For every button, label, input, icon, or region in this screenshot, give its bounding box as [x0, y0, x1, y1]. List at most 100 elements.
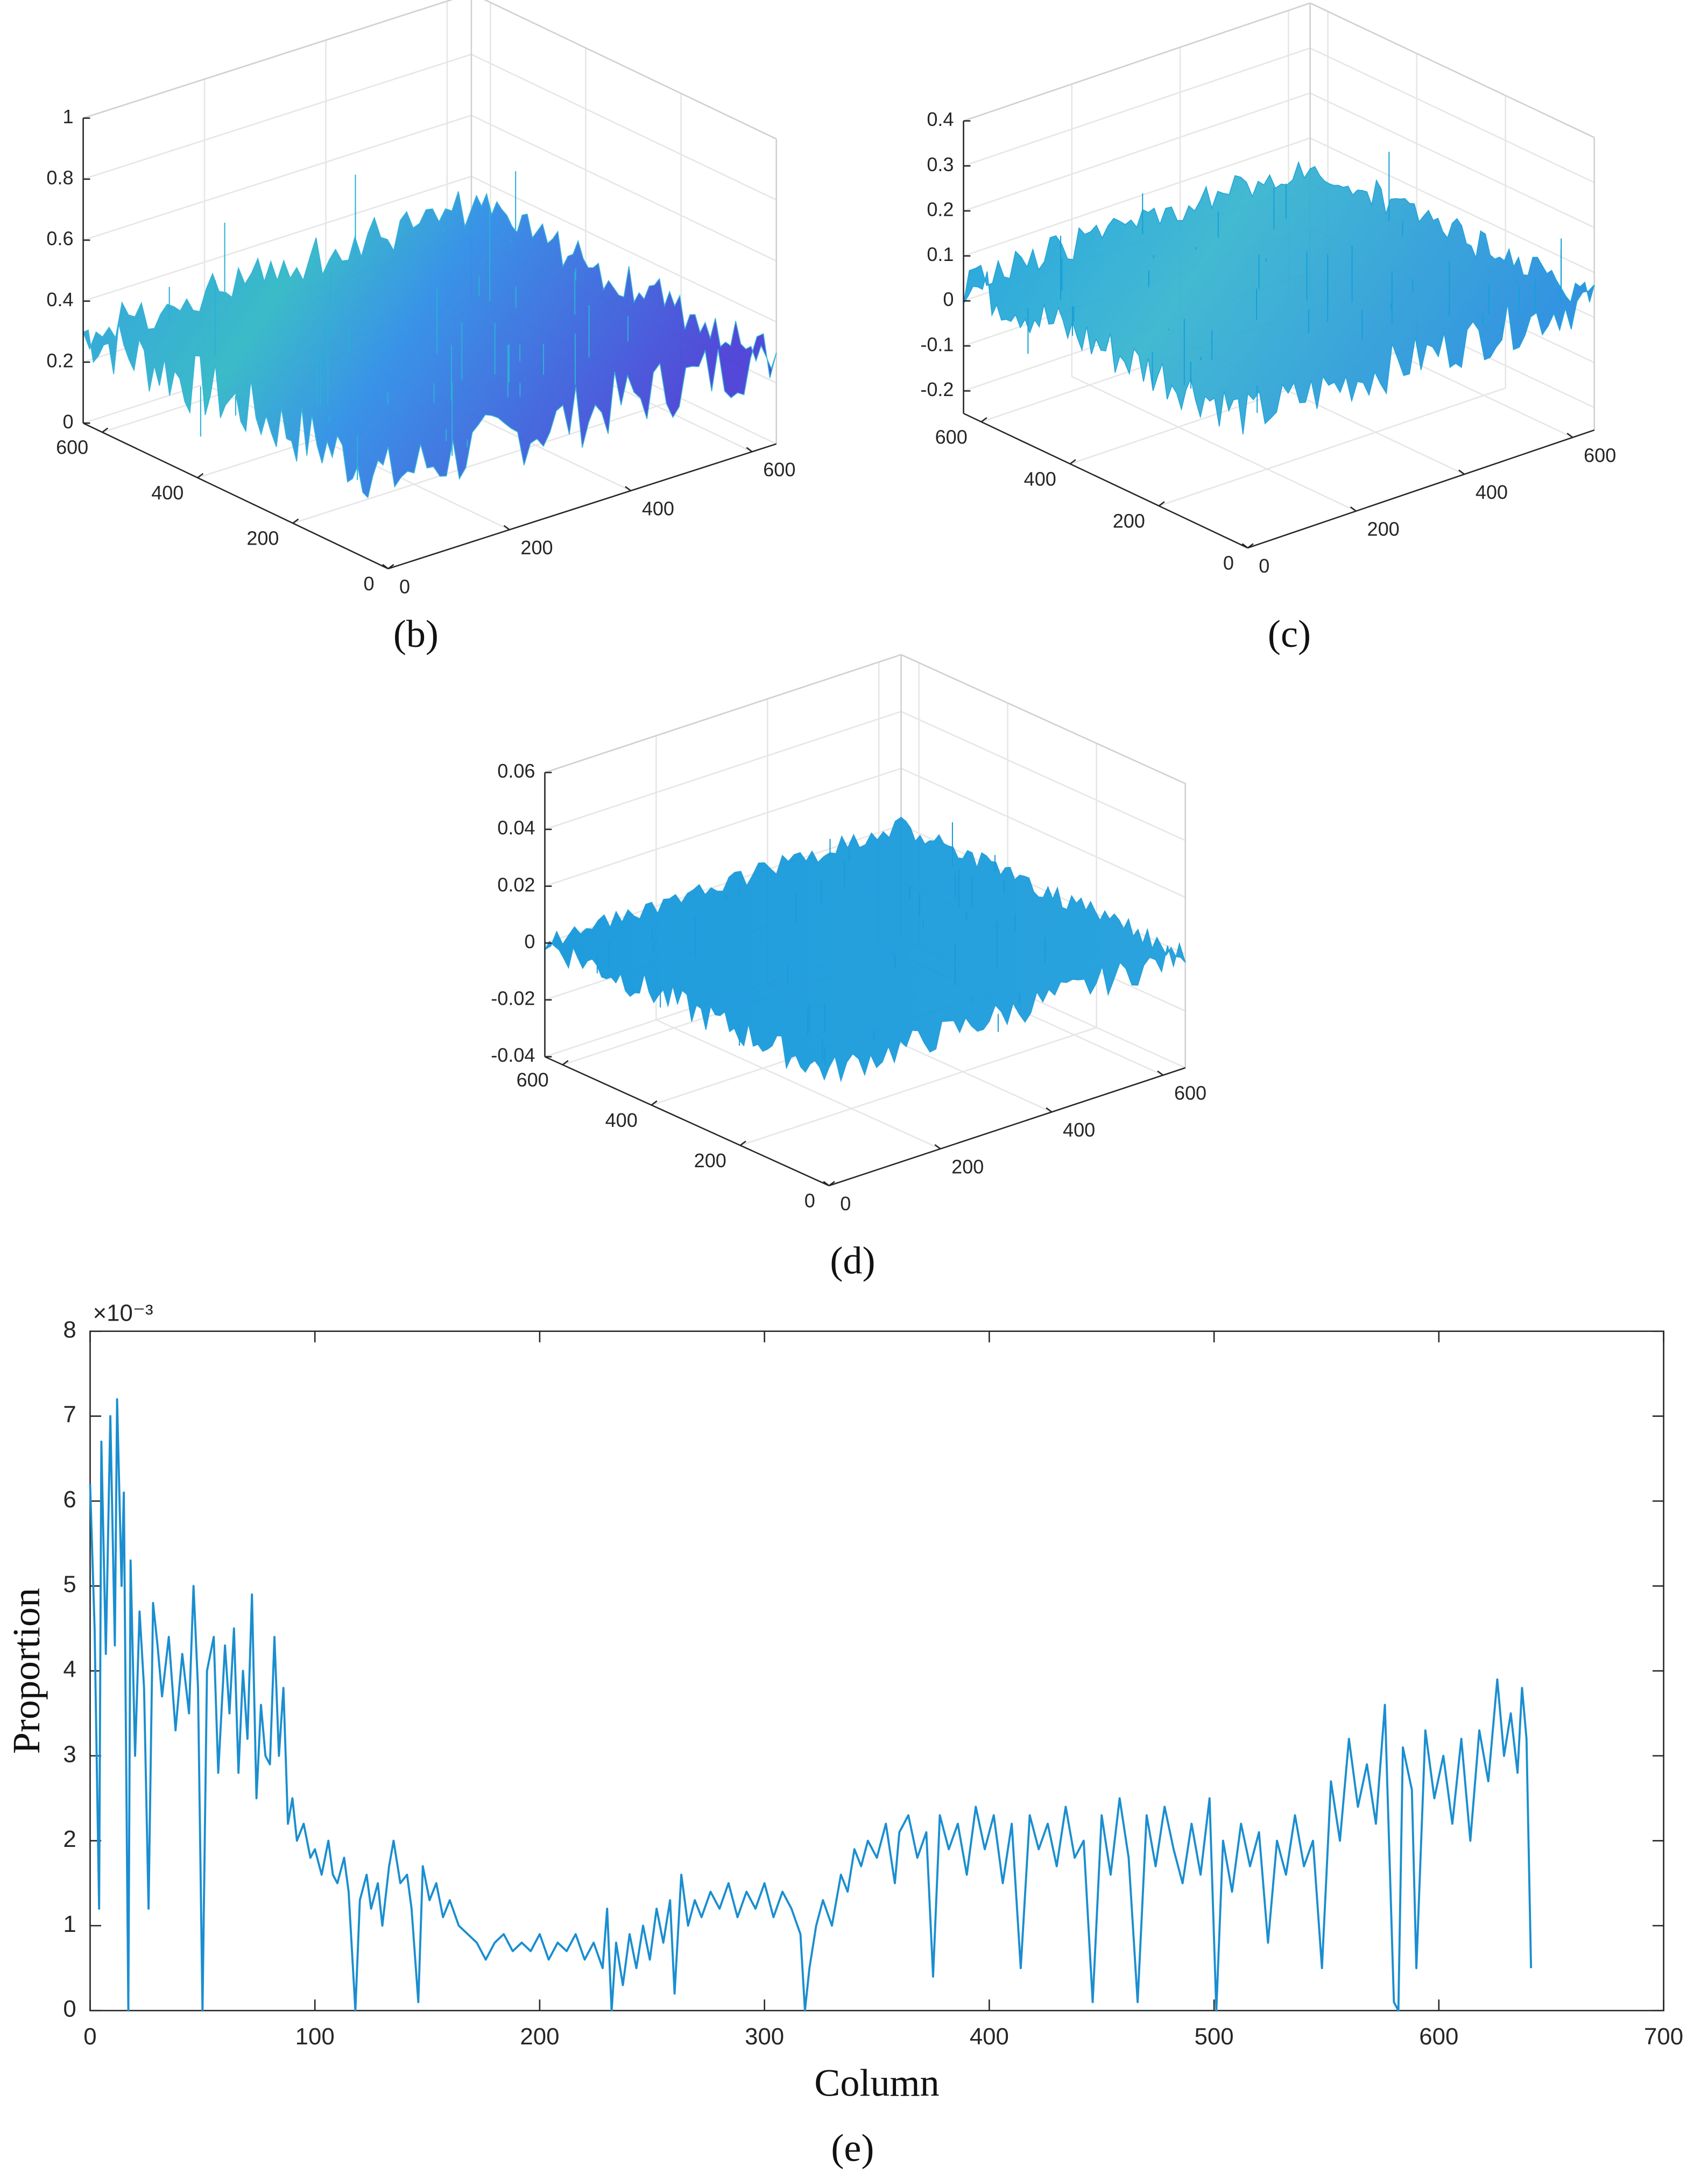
grid-line [545, 710, 901, 830]
x-tick-label: 0 [1259, 555, 1269, 577]
box-edge [83, 0, 453, 119]
caption: (e) [831, 2126, 874, 2169]
z-tick-label: 0 [62, 411, 73, 433]
tick-mark [292, 518, 299, 524]
grid-line [1310, 47, 1595, 184]
tick-mark [746, 447, 753, 453]
grid-line [483, 0, 777, 140]
z-tick-label: 0.2 [46, 349, 73, 371]
grid-line [963, 47, 1311, 167]
y-tick-label: 400 [151, 482, 183, 504]
z-tick-label: 0.4 [46, 288, 73, 311]
grid-line [471, 175, 777, 323]
grid-line [901, 710, 1186, 841]
grid-line [1159, 387, 1506, 507]
y-axis-label: Proportion [5, 1588, 48, 1754]
x-axis [387, 443, 777, 570]
x-axis [1247, 429, 1595, 549]
y-tick-label: 0 [364, 573, 375, 595]
grid-line [545, 767, 901, 887]
y-tick-label: 0 [804, 1190, 815, 1212]
tick-mark [382, 564, 389, 569]
y-tick-label: 4 [63, 1656, 76, 1683]
tick-mark [625, 486, 631, 491]
box-edge [901, 654, 1186, 785]
z-tick-label: -0.2 [920, 378, 954, 400]
x-tick-label: 200 [520, 2023, 559, 2050]
tick-mark [1247, 543, 1254, 549]
y-tick-label: 600 [935, 426, 968, 448]
tick-mark [197, 472, 204, 478]
grid-line [292, 398, 682, 524]
surface [963, 160, 1595, 435]
tick-mark [823, 1181, 830, 1187]
y-tick-label: 7 [63, 1401, 76, 1428]
y-tick-label: 3 [63, 1741, 76, 1767]
tick-mark [828, 1181, 835, 1187]
z-tick-label: 0.6 [46, 228, 73, 250]
grid-line [901, 767, 1186, 898]
tick-mark [1241, 543, 1248, 549]
y-tick-label: 6 [63, 1486, 76, 1513]
z-tick-label: 0 [943, 288, 954, 311]
grid-line [1071, 376, 1357, 512]
tick-mark [980, 417, 987, 422]
z-tick-label: 0.3 [927, 153, 954, 175]
x-tick-label: 200 [520, 537, 553, 559]
z-tick-label: 0.1 [927, 243, 954, 265]
grid-line [471, 53, 777, 201]
tick-mark [1158, 501, 1165, 507]
tick-mark [562, 1060, 569, 1066]
y-tick-label: 0 [1223, 552, 1234, 574]
z-tick-label: -0.04 [491, 1044, 535, 1066]
tick-mark [503, 525, 510, 531]
z-tick-label: 0 [524, 930, 535, 953]
x-tick-label: 200 [1367, 518, 1400, 540]
y-tick-label: 5 [63, 1571, 76, 1598]
x-tick-label: 500 [1195, 2023, 1234, 2050]
x-tick-label: 600 [763, 458, 795, 481]
tick-mark [651, 1100, 658, 1106]
y-tick-label: 200 [246, 527, 279, 549]
grid-line [471, 115, 777, 262]
x-axis [829, 1067, 1186, 1187]
x-tick-label: 600 [1584, 444, 1616, 466]
grid-line [655, 1019, 941, 1150]
z-tick-label: 0.04 [497, 817, 535, 839]
y-tick-label: 1 [63, 1911, 76, 1937]
y-axis [544, 1056, 830, 1187]
tick-mark [102, 427, 109, 433]
x-tick-label: 600 [1174, 1082, 1206, 1104]
surface [544, 816, 1186, 1083]
z-tick-label: 0.06 [497, 760, 535, 782]
grid-line [1310, 92, 1595, 229]
surface [82, 191, 777, 499]
tick-mark [1350, 506, 1357, 512]
z-tick-label: 0.4 [927, 108, 954, 130]
x-tick-label: 400 [970, 2023, 1009, 2050]
caption: (c) [1268, 612, 1311, 655]
x-tick-label: 400 [1063, 1119, 1095, 1141]
y-axis [83, 422, 389, 569]
grid-line [740, 1027, 1097, 1146]
y-tick-label: 400 [605, 1109, 638, 1131]
z-tick-label: 0.8 [46, 166, 73, 188]
tick-mark [934, 1144, 941, 1149]
axis-exponent: ×10⁻³ [93, 1300, 153, 1326]
grid-line [83, 0, 453, 119]
caption: (d) [830, 1239, 875, 1282]
caption: (b) [393, 612, 439, 655]
grid-line [83, 175, 472, 302]
y-tick-label: 400 [1024, 468, 1056, 490]
box-edge [963, 2, 1311, 122]
box-edge [545, 654, 901, 773]
y-tick-label: 600 [56, 436, 88, 458]
x-tick-label: 600 [1419, 2023, 1458, 2050]
x-tick-label: 200 [951, 1155, 984, 1177]
y-tick-label: 200 [1113, 510, 1145, 532]
y-tick-label: 0 [63, 1996, 76, 2022]
z-tick-label: 1 [62, 105, 73, 128]
x-axis-label: Column [814, 2061, 939, 2104]
